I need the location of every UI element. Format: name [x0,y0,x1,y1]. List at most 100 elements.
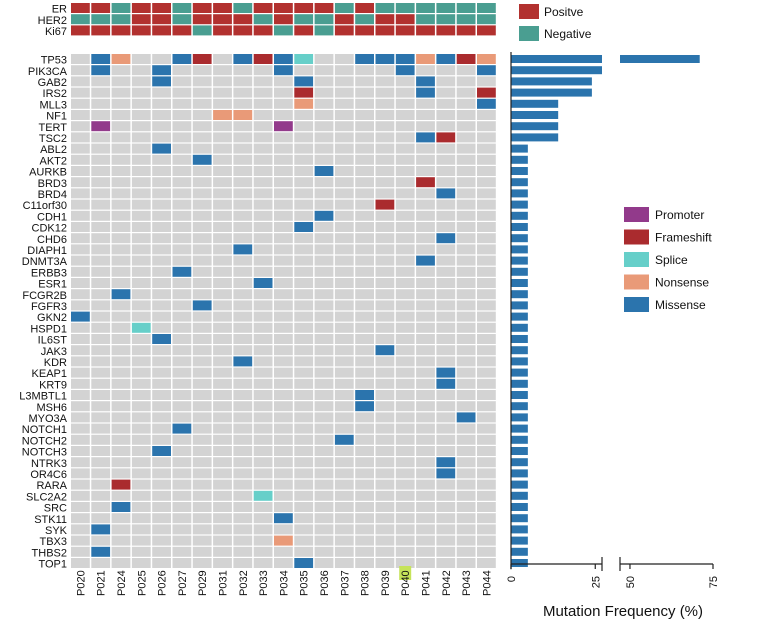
empty-cell [477,210,496,221]
gene-label: C11orf30 [23,200,67,212]
empty-cell [253,289,273,300]
status-row-label: Ki67 [45,26,67,38]
frequency-bar [511,144,528,153]
empty-cell [213,524,232,535]
empty-cell [111,423,131,434]
empty-cell [192,535,212,546]
empty-cell [436,322,456,333]
frequency-bar [511,279,528,287]
empty-cell [111,322,131,333]
empty-cell [274,300,293,311]
empty-cell [355,278,374,288]
empty-cell [477,154,496,165]
empty-cell [152,457,171,468]
status-cell [294,25,314,36]
empty-cell [233,143,253,154]
empty-cell [456,434,476,445]
legend-swatch [624,297,649,312]
legend-label: Positve [544,5,584,19]
empty-cell [477,401,496,412]
empty-cell [314,479,334,490]
empty-cell [172,311,192,322]
gene-label: CDK12 [32,223,67,235]
empty-cell [416,300,435,311]
empty-cell [253,546,273,557]
empty-cell [456,166,476,176]
mutation-cell [233,356,253,367]
empty-cell [253,322,273,333]
empty-cell [71,334,90,344]
legend-swatch [519,26,539,41]
empty-cell [416,412,435,423]
empty-cell [294,367,314,378]
empty-cell [71,446,90,456]
empty-cell [395,468,415,479]
empty-cell [436,110,456,120]
empty-cell [111,98,131,109]
frequency-bars [510,52,700,570]
empty-cell [233,502,253,512]
empty-cell [233,121,253,132]
gene-label: AURKB [29,167,67,179]
mutation-cell [477,87,496,98]
empty-cell [233,345,253,356]
empty-cell [71,154,90,165]
empty-cell [334,446,354,456]
empty-cell [274,468,293,479]
empty-cell [213,390,232,400]
empty-cell [233,98,253,109]
empty-cell [213,255,232,266]
empty-cell [294,401,314,412]
empty-cell [375,558,395,568]
empty-cell [253,222,273,232]
gene-label: TSC2 [39,133,67,145]
empty-cell [111,110,131,120]
gene-label: GAB2 [38,77,67,89]
empty-cell [91,199,111,210]
sample-label: P031 [218,570,230,596]
empty-cell [91,367,111,378]
empty-cell [274,132,293,143]
gene-label: DIAPH1 [27,245,67,257]
frequency-bar [511,458,528,467]
empty-cell [395,356,415,367]
frequency-bar [511,480,528,489]
empty-cell [314,490,334,501]
axis-tick-label: 0 [506,576,518,582]
empty-cell [416,502,435,512]
mutation-cell [477,98,496,109]
empty-cell [456,513,476,524]
mutation-cell [274,54,293,64]
frequency-bar [511,525,528,534]
empty-cell [375,524,395,535]
empty-cell [436,199,456,210]
empty-cell [71,244,90,255]
empty-cell [334,98,354,109]
empty-cell [436,535,456,546]
mutation-cell [416,76,435,87]
mutation-cell [436,233,456,244]
status-cell [355,3,374,13]
empty-cell [456,76,476,87]
empty-cell [314,143,334,154]
empty-cell [172,535,192,546]
empty-cell [111,334,131,344]
empty-cell [294,166,314,176]
empty-cell [436,121,456,132]
gene-label: KEAP1 [32,368,67,380]
empty-cell [152,367,171,378]
empty-cell [416,434,435,445]
empty-cell [152,423,171,434]
empty-cell [71,121,90,132]
empty-cell [233,367,253,378]
empty-cell [253,356,273,367]
empty-cell [477,300,496,311]
empty-cell [192,177,212,188]
legend-label: Promoter [655,208,704,222]
empty-cell [152,322,171,333]
empty-cell [131,121,151,132]
empty-cell [192,412,212,423]
empty-cell [334,188,354,199]
empty-cell [477,502,496,512]
empty-cell [314,177,334,188]
